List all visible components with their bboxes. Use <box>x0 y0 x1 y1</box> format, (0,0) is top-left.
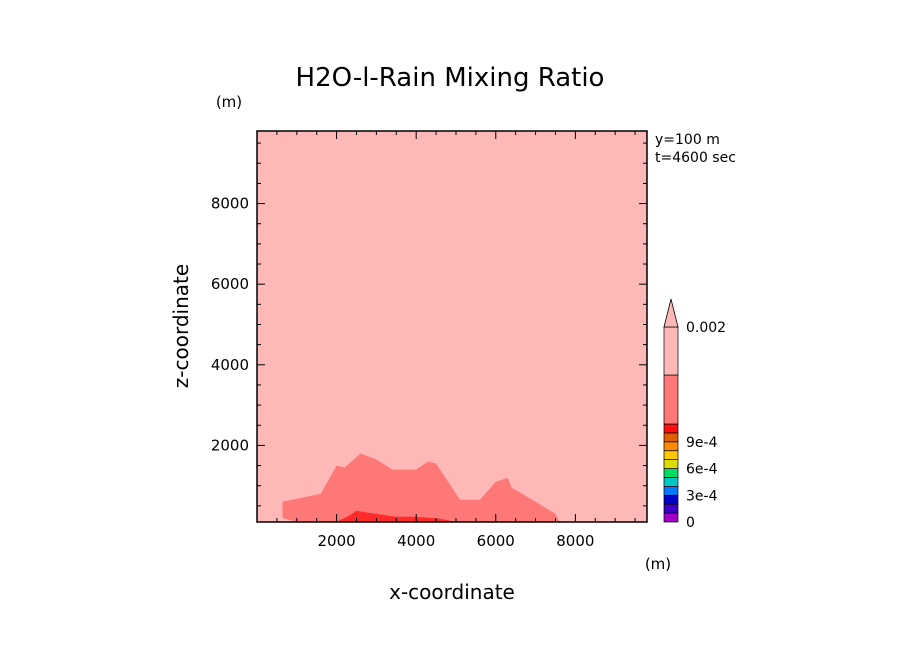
x-tick-label: 4000 <box>397 532 435 550</box>
colorbar-bin <box>663 441 679 452</box>
x-tick-label: 6000 <box>477 532 515 550</box>
colorbar-label: 0.002 <box>686 320 726 336</box>
colorbar-label: 3e-4 <box>686 488 718 504</box>
y-tick-label: 2000 <box>211 436 249 454</box>
colorbar-bin <box>663 450 679 460</box>
colorbar-bin <box>663 423 679 434</box>
plot-frame <box>256 130 648 523</box>
y-unit-label: (m) <box>216 93 242 111</box>
colorbar-bin <box>663 477 679 487</box>
colorbar-extend-arrow <box>663 298 679 328</box>
contour-background-fill <box>257 131 647 522</box>
colorbar-label: 0 <box>686 515 695 531</box>
colorbar-label: 9e-4 <box>686 435 718 451</box>
x-unit-label: (m) <box>645 555 671 573</box>
colorbar: 0 3e-4 6e-4 9e-4 0.002 <box>663 298 726 531</box>
x-axis-ticks: 2000 4000 6000 8000 <box>256 131 636 550</box>
colorbar-bin <box>663 374 679 425</box>
x-axis-label: x-coordinate <box>389 580 515 604</box>
contour-region-2 <box>336 510 456 522</box>
colorbar-bin <box>663 503 679 514</box>
y-tick-label: 4000 <box>211 356 249 374</box>
plot-area <box>256 130 648 523</box>
colorbar-bin <box>663 486 679 496</box>
y-tick-label: 8000 <box>211 195 249 213</box>
annotation-time: t=4600 sec <box>655 150 736 166</box>
chart-title: H2O-l-Rain Mixing Ratio <box>296 63 605 93</box>
colorbar-bin <box>663 468 679 478</box>
x-tick-label: 8000 <box>556 532 594 550</box>
y-tick-label: 6000 <box>211 275 249 293</box>
colorbar-label: 6e-4 <box>686 462 718 478</box>
colorbar-bin <box>663 512 679 523</box>
colorbar-bin <box>663 326 679 376</box>
annotation-y-slice: y=100 m <box>655 132 720 148</box>
y-axis-ticks: 2000 4000 6000 8000 <box>211 142 647 507</box>
colorbar-bin <box>663 494 679 505</box>
contour-region-1 <box>282 453 560 522</box>
colorbar-bin <box>663 432 679 443</box>
colorbar-bin <box>663 459 679 469</box>
x-tick-label: 2000 <box>317 532 355 550</box>
y-axis-label: z-coordinate <box>169 264 193 388</box>
